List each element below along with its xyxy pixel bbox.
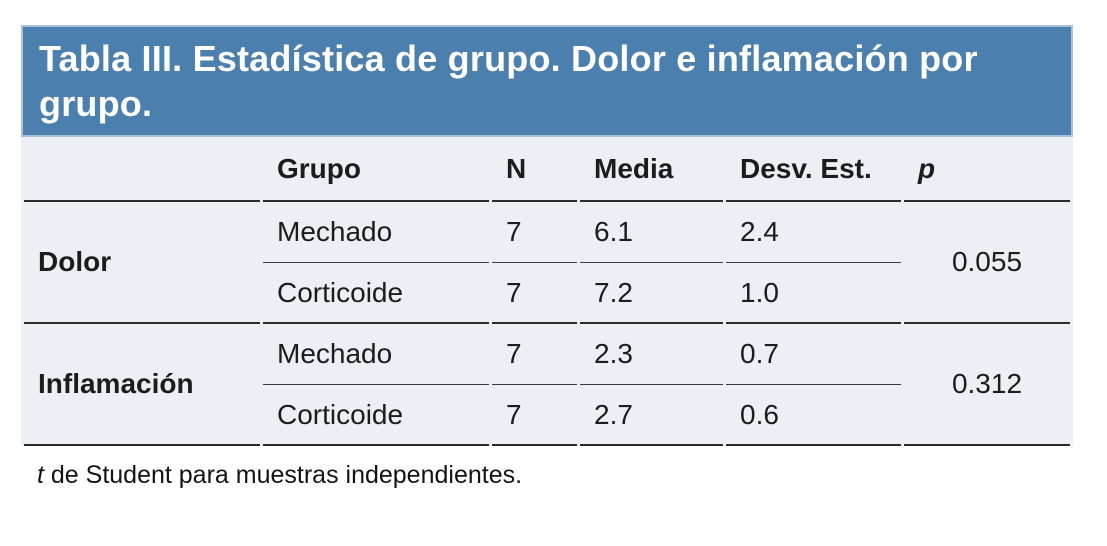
row-label-dolor: Dolor (24, 202, 260, 324)
cell-grupo: Corticoide (263, 385, 489, 446)
cell-grupo: Mechado (263, 202, 489, 263)
table-title: Tabla III. Estadística de grupo. Dolor e… (39, 38, 978, 124)
table-footnote: t de Student para muestras independiente… (21, 446, 1073, 490)
footnote-text: de Student para muestras independientes. (43, 461, 523, 489)
cell-n: 7 (492, 202, 577, 263)
cell-grupo: Corticoide (263, 263, 489, 324)
table-row: Corticoide 7 2.7 0.6 (24, 385, 1070, 446)
cell-desv-est: 2.4 (726, 202, 901, 263)
header-row: Grupo N Media Desv. Est. p (24, 137, 1070, 202)
table-row: Corticoide 7 7.2 1.0 (24, 263, 1070, 324)
table-row: Dolor Mechado 7 6.1 2.4 0.055 (24, 202, 1070, 324)
row-label-inflamacion: Inflamación (24, 324, 260, 446)
p-value-dolor: 0.055 (904, 202, 1070, 324)
cell-n: 7 (492, 324, 577, 385)
statistics-table: Grupo N Media Desv. Est. p Dolor Mechado… (21, 137, 1073, 446)
column-header-desv-est: Desv. Est. (726, 137, 901, 202)
table-title-bar: Tabla III. Estadística de grupo. Dolor e… (21, 25, 1073, 137)
column-header-p: p (904, 137, 1070, 202)
cell-media: 6.1 (580, 202, 723, 263)
column-header-media: Media (580, 137, 723, 202)
cell-media: 2.7 (580, 385, 723, 446)
cell-desv-est: 1.0 (726, 263, 901, 324)
column-header-grupo: Grupo (263, 137, 489, 202)
cell-n: 7 (492, 263, 577, 324)
footnote-statistic-symbol: t (37, 461, 44, 489)
column-header-n: N (492, 137, 577, 202)
table-figure: Tabla III. Estadística de grupo. Dolor e… (0, 25, 1107, 546)
table-row: Inflamación Mechado 7 2.3 0.7 0.312 (24, 324, 1070, 446)
cell-desv-est: 0.6 (726, 385, 901, 446)
cell-grupo: Mechado (263, 324, 489, 385)
cell-n: 7 (492, 385, 577, 446)
cell-media: 2.3 (580, 324, 723, 385)
column-header-empty (24, 137, 260, 202)
cell-media: 7.2 (580, 263, 723, 324)
p-value-inflamacion: 0.312 (904, 324, 1070, 446)
cell-desv-est: 0.7 (726, 324, 901, 385)
